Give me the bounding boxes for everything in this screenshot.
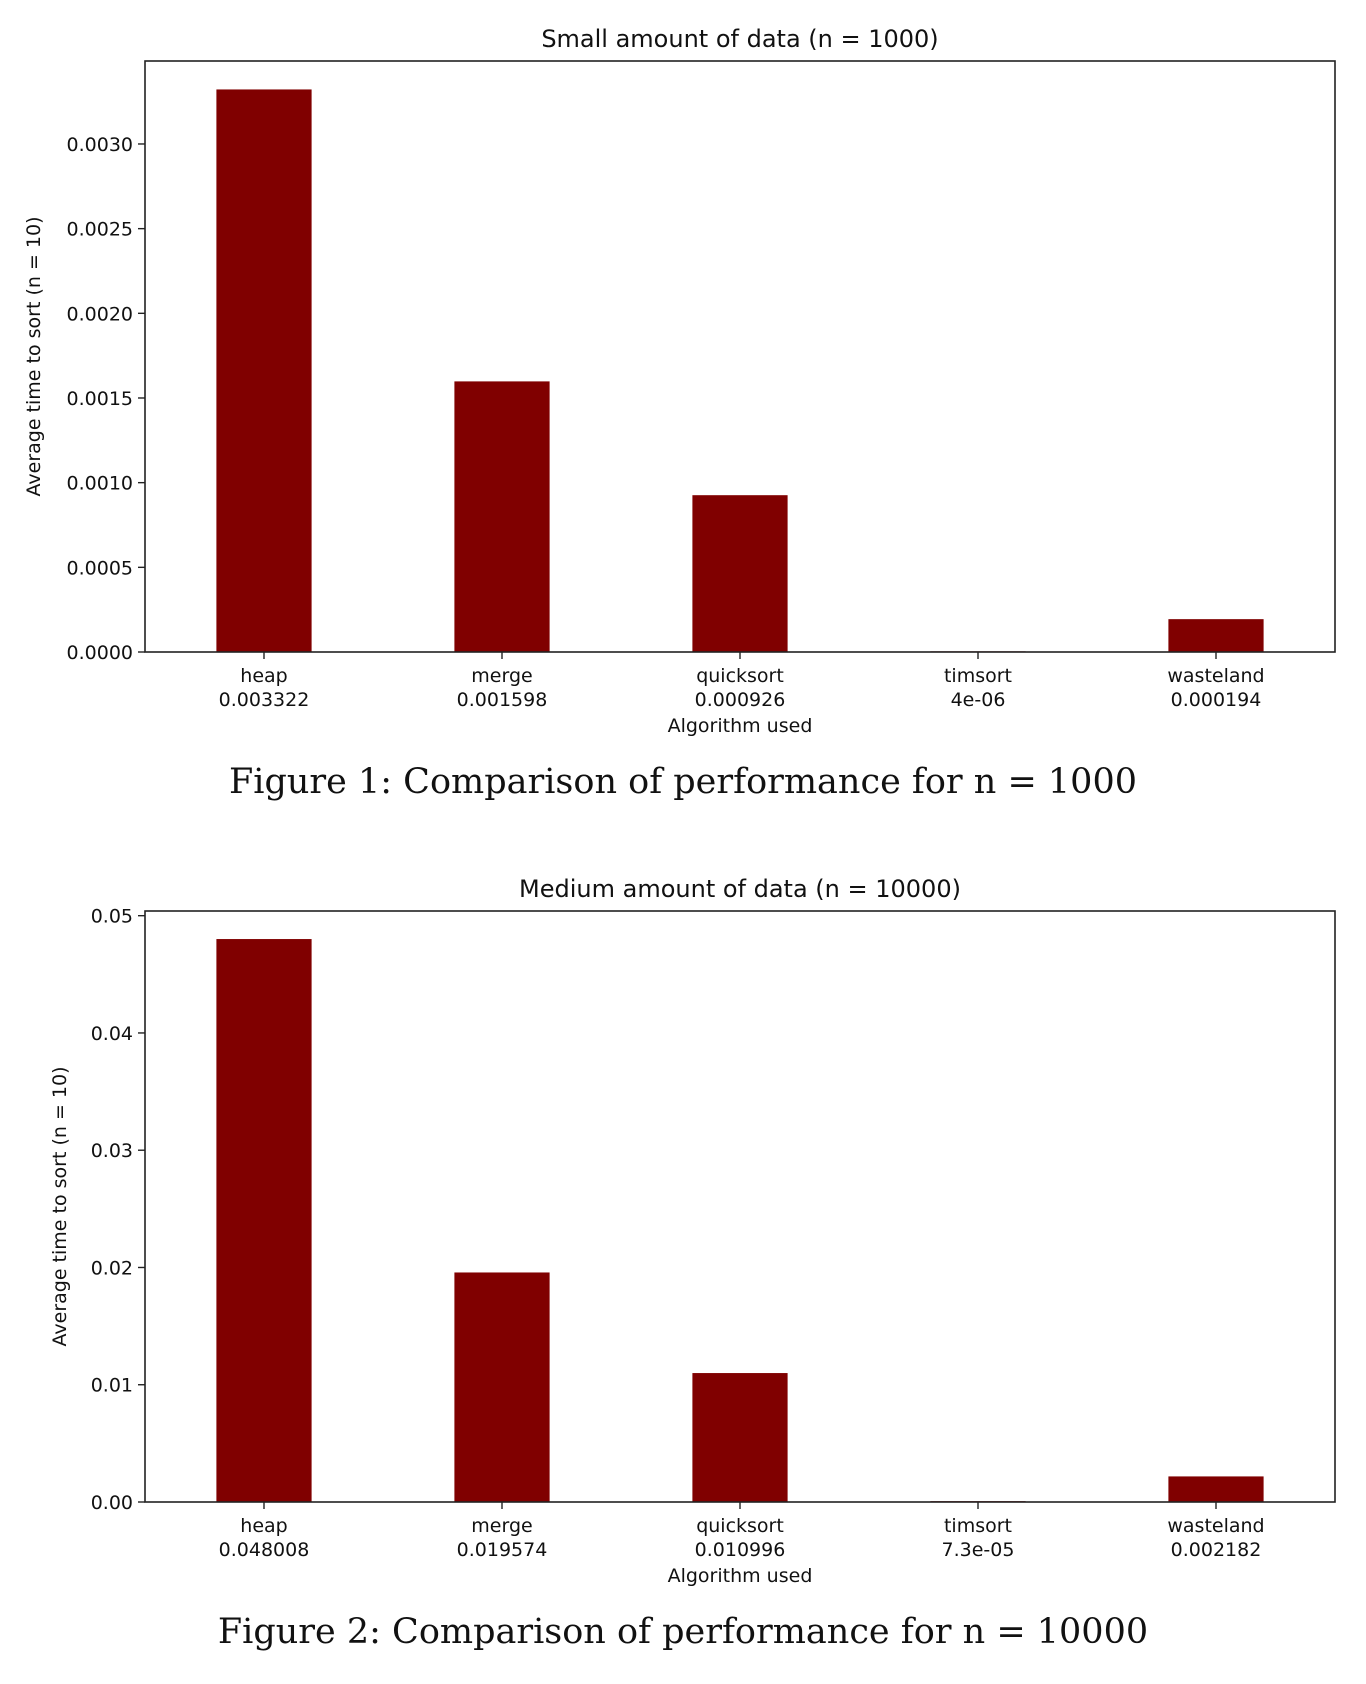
bar-chart-medium: Medium amount of data (n = 10000) 0.00 0.0…	[49, 875, 1336, 1587]
bar-value-label: 0.002182	[1171, 1539, 1262, 1561]
bar-value-label: 0.010996	[695, 1539, 786, 1561]
bar-value-label: 0.048008	[219, 1539, 310, 1561]
x-tick-label: quicksort	[696, 1515, 784, 1537]
x-tick-label: wasteland	[1167, 1515, 1264, 1537]
figure-2-caption: Figure 2: Comparison of performance for …	[217, 1612, 1149, 1652]
x-tick-label: merge	[471, 1515, 532, 1537]
y-tick-label: 0.05	[91, 906, 133, 928]
bar-chart-small: Small amount of data (n = 1000) 0.0000 0.0…	[23, 25, 1336, 737]
y-tick-label: 0.01	[91, 1375, 133, 1397]
bar-value-label: 0.000926	[695, 689, 786, 711]
bar-value-label: 0.001598	[457, 689, 548, 711]
x-tick-label: timsort	[944, 1515, 1012, 1537]
bar-value-label: 7.3e-05	[942, 1539, 1015, 1561]
x-axis-label: Algorithm used	[668, 1565, 813, 1587]
y-tick-label: 0.04	[91, 1023, 133, 1045]
y-tick-label: 0.0015	[67, 388, 133, 410]
figure-2: Medium amount of data (n = 10000) 0.00 0.0…	[0, 850, 1366, 1684]
bar-quicksort	[692, 1373, 788, 1502]
chart-title: Medium amount of data (n = 10000)	[519, 875, 961, 903]
bar-value-label: 0.019574	[457, 1539, 548, 1561]
y-tick-label: 0.0010	[67, 473, 133, 495]
x-tick-label: heap	[240, 665, 287, 687]
y-tick-label: 0.03	[91, 1140, 133, 1162]
y-tick-label: 0.0025	[67, 219, 133, 241]
y-tick-label: 0.0000	[67, 642, 133, 664]
bar-value-label: 0.000194	[1171, 689, 1262, 711]
x-tick-label: timsort	[944, 665, 1012, 687]
y-tick-label: 0.0020	[67, 303, 133, 325]
y-tick-label: 0.00	[91, 1492, 133, 1514]
x-tick-label: wasteland	[1167, 665, 1264, 687]
y-tick-label: 0.02	[91, 1257, 133, 1279]
chart-title: Small amount of data (n = 1000)	[541, 25, 938, 53]
y-tick-label: 0.0030	[67, 134, 133, 156]
bar-heap	[216, 89, 312, 653]
x-tick-label: heap	[240, 1515, 287, 1537]
x-axis-label: Algorithm used	[668, 715, 813, 737]
y-tick-label: 0.0005	[67, 557, 133, 579]
x-tick-label: merge	[471, 665, 532, 687]
x-tick-label: quicksort	[696, 665, 784, 687]
bar-merge	[454, 381, 550, 652]
bar-value-label: 0.003322	[219, 689, 310, 711]
bar-quicksort	[692, 495, 788, 652]
y-axis-label: Average time to sort (n = 10)	[23, 216, 45, 496]
y-axis-label: Average time to sort (n = 10)	[49, 1066, 71, 1346]
figure-1-caption: Figure 1: Comparison of performance for …	[229, 762, 1137, 802]
bar-merge	[454, 1272, 550, 1502]
bar-heap	[216, 939, 312, 1502]
bar-wasteland	[1168, 619, 1264, 652]
bar-wasteland	[1168, 1476, 1264, 1502]
bar-value-label: 4e-06	[951, 689, 1006, 711]
figure-1: Small amount of data (n = 1000) 0.0000 0.0…	[0, 0, 1366, 802]
